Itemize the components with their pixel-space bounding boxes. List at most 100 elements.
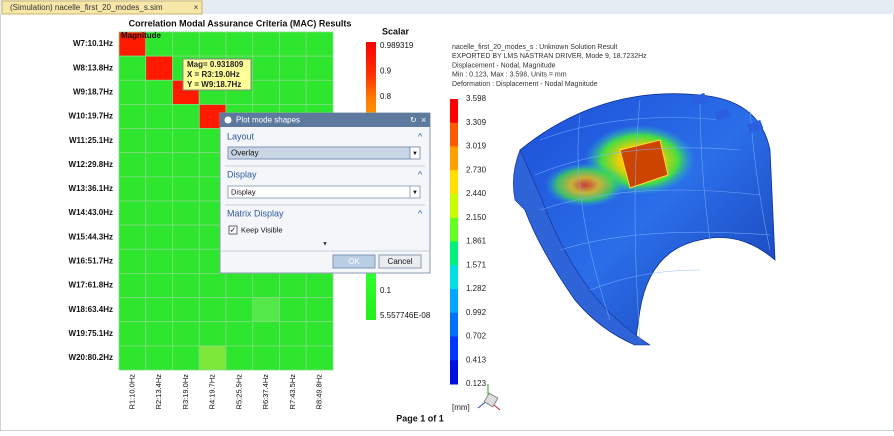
result-header: nacelle_first_20_modes_s : Unknown Solut… [452, 44, 647, 88]
matrix-cell [305, 55, 334, 81]
header-line: Deformation : Displacement - Nodal Magni… [452, 81, 598, 88]
matrix-cell [172, 200, 200, 226]
matrix-cell [198, 273, 227, 298]
row-label: W17:61.8Hz [69, 281, 113, 290]
scale-title: Scalar [382, 26, 410, 36]
column-label: R1:10.0Hz [127, 374, 136, 410]
matrix-cell [172, 273, 200, 298]
row-label: W12:29.8Hz [69, 160, 113, 169]
result-legend: 3.598 3.309 3.019 2.730 2.440 2.150 1.861 1.571… [450, 94, 487, 388]
header-line: Min : 0.123, Max : 3.598, Units = mm [452, 72, 567, 79]
matrix-cell [279, 31, 307, 57]
legend-band [450, 99, 458, 124]
legend-label: 0.992 [466, 308, 487, 317]
matrix-cell [118, 345, 147, 371]
arrow-glyph: ▼ [412, 190, 418, 196]
matrix-cell [172, 248, 200, 274]
more-toggle[interactable]: ▼ [322, 242, 328, 248]
cancel-button[interactable] [378, 254, 422, 269]
matrix-cell [225, 273, 254, 298]
dropdown-value: Display [231, 187, 256, 196]
legend-band [450, 146, 458, 171]
check-mark: ✓ [230, 226, 237, 235]
triad-box [483, 392, 499, 408]
magnitude-label: Magnitude [121, 31, 162, 40]
dialog: Plot mode shapes ↻ × Layout ^ Overlay ▼ … [219, 112, 431, 274]
section-toggle[interactable]: ^ [418, 208, 423, 218]
matrix-cell [305, 297, 334, 323]
model-3d [513, 92, 776, 346]
row-label: W7:10.1Hz [73, 39, 113, 48]
matrix-cell [118, 248, 147, 274]
matrix-cell [198, 297, 227, 323]
matrix-cell [198, 31, 227, 57]
section-label[interactable]: Matrix Display [227, 208, 284, 218]
matrix-cell [279, 321, 307, 347]
model-bracket [714, 107, 731, 122]
legend-label: 3.309 [466, 118, 487, 127]
legend-label: 2.730 [466, 165, 487, 174]
legend-band [450, 336, 458, 361]
legend-band [450, 217, 458, 242]
row-label: W19:75.1Hz [69, 329, 113, 338]
row-label: W16:51.7Hz [69, 256, 113, 265]
mac-title: Correlation Modal Assurance Criteria (MA… [129, 18, 352, 28]
model-bracket [747, 119, 764, 134]
scale-label: 0.1 [380, 286, 392, 295]
matrix-cell [172, 128, 200, 154]
row-label: W8:13.8Hz [73, 63, 113, 72]
ok-button[interactable] [332, 254, 376, 269]
row-label: W10:19.7Hz [69, 112, 113, 121]
legend-label: 2.440 [466, 189, 487, 198]
column-label: R3:19.0Hz [181, 374, 190, 410]
matrix-cell [172, 176, 200, 202]
matrix-cell [145, 104, 173, 129]
header-line: Displacement - Nodal, Magnitude [452, 62, 556, 69]
matrix-cell [279, 55, 307, 81]
section-toggle[interactable]: ^ [418, 169, 423, 179]
column-label: R8:49.8Hz [315, 374, 324, 410]
tooltip-line: Mag= 0.931809 [187, 60, 244, 69]
header-line: EXPORTED BY LMS NASTRAN DRIVER, Mode 9, … [452, 53, 647, 60]
section-label[interactable]: Display [227, 169, 257, 179]
matrix-cell [145, 297, 173, 323]
matrix-cell [118, 273, 147, 298]
matrix-cell [145, 248, 173, 274]
matrix-cell [172, 224, 200, 250]
legend-label: 3.019 [466, 142, 487, 151]
section-toggle[interactable]: ^ [418, 131, 423, 141]
model-panel [619, 139, 669, 189]
model-hotspot [545, 163, 625, 207]
matrix-cell [118, 176, 147, 202]
matrix-cell [225, 297, 254, 323]
legend-label: 2.150 [466, 213, 487, 222]
tab-close[interactable]: × [194, 3, 199, 12]
triad [477, 384, 501, 411]
matrix-cell [172, 152, 200, 178]
matrix-cell [279, 273, 307, 298]
legend-band [450, 170, 458, 195]
tooltip-line: X = R3:19.0Hz [187, 70, 240, 79]
matrix-cell [279, 297, 307, 323]
matrix-cell [145, 152, 173, 178]
matrix-cell [118, 152, 147, 178]
matrix-cell [252, 79, 280, 105]
matrix-cell [279, 345, 307, 371]
checkbox[interactable] [228, 225, 238, 235]
dropdown-arrow[interactable] [409, 185, 421, 199]
dropdown-arrow[interactable] [409, 146, 421, 160]
tab[interactable] [1, 0, 203, 15]
matrix-cell [118, 200, 147, 226]
scale-label: 0.9 [380, 67, 392, 76]
matrix-cell [305, 31, 334, 57]
row-label: W11:25.1Hz [69, 136, 113, 145]
row-label: W13:36.1Hz [69, 184, 113, 193]
legend-band [450, 241, 458, 266]
matrix-cell [172, 345, 200, 371]
dialog-close[interactable]: × [421, 115, 426, 125]
matrix-cell [279, 79, 307, 105]
dialog-reset[interactable]: ↻ [410, 116, 417, 125]
section-label[interactable]: Layout [227, 131, 255, 141]
matrix-cell [198, 321, 227, 347]
legend-band [450, 312, 458, 337]
